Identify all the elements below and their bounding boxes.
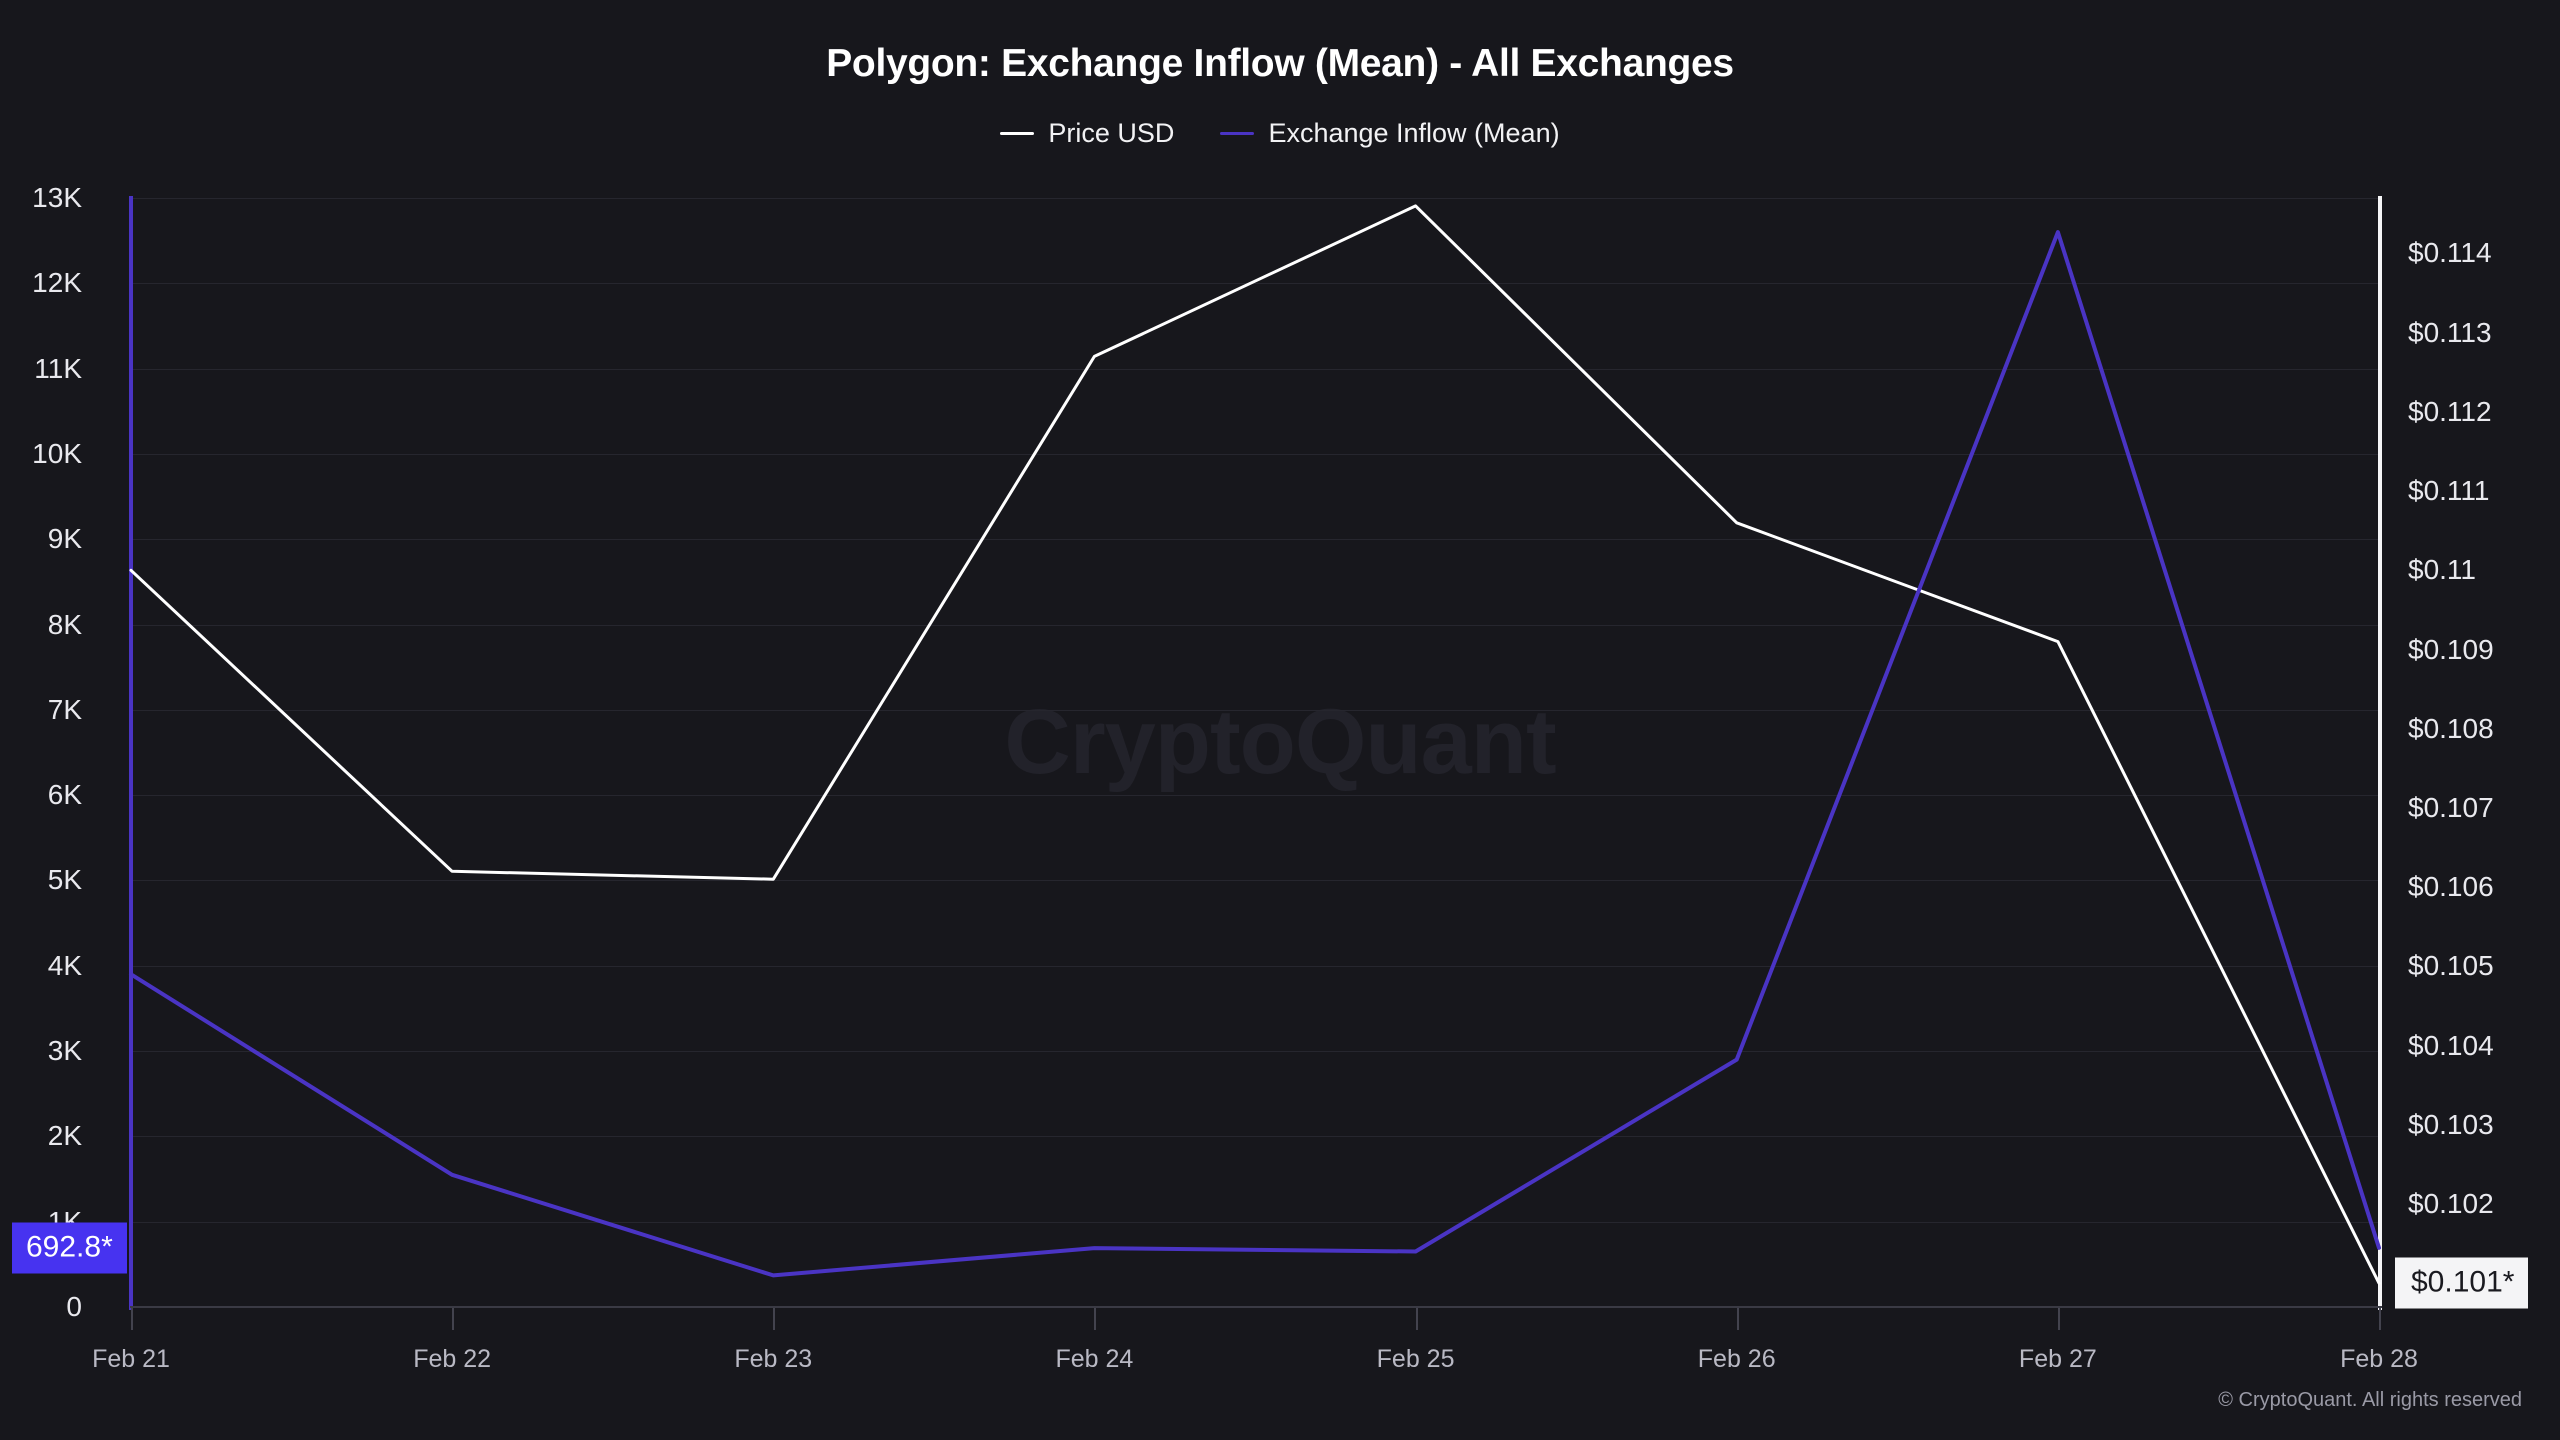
x-axis-tick-mark xyxy=(452,1308,455,1330)
left-axis-tick: 3K xyxy=(47,1035,82,1067)
x-axis-tick: Feb 26 xyxy=(1697,1345,1776,1373)
legend-swatch-exchange-inflow xyxy=(1220,132,1255,135)
right-axis-tick: $0.104 xyxy=(2408,1029,2494,1061)
right-axis-tick: $0.109 xyxy=(2408,633,2494,665)
left-axis-tick: 2K xyxy=(47,1120,82,1152)
right-axis-tick: $0.108 xyxy=(2408,712,2494,744)
x-axis-tick-mark xyxy=(773,1308,776,1330)
right-axis-tick: $0.103 xyxy=(2408,1108,2494,1140)
left-axis-value-badge: 692.8* xyxy=(12,1222,127,1274)
x-axis-tick: Feb 27 xyxy=(2018,1345,2097,1373)
gridline xyxy=(131,1051,2379,1053)
left-axis-tick: 10K xyxy=(32,437,82,469)
x-axis-tick: Feb 25 xyxy=(1376,1345,1455,1373)
x-axis-tick-mark xyxy=(1736,1308,1739,1330)
chart-legend: Price USD Exchange Inflow (Mean) xyxy=(0,118,2560,149)
legend-item-exchange-inflow[interactable]: Exchange Inflow (Mean) xyxy=(1220,118,1560,149)
right-axis-tick: $0.11 xyxy=(2408,554,2476,586)
gridline xyxy=(131,539,2379,541)
x-axis-tick-mark xyxy=(131,1308,133,1330)
page-title: Polygon: Exchange Inflow (Mean) - All Ex… xyxy=(826,42,1734,85)
x-axis-tick-mark xyxy=(1094,1308,1097,1330)
gridline xyxy=(131,368,2379,370)
x-axis-tick: Feb 23 xyxy=(734,1345,813,1373)
gridline xyxy=(131,453,2379,455)
right-axis-tick: $0.107 xyxy=(2408,791,2494,823)
gridline xyxy=(131,1221,2379,1223)
x-axis-tick: Feb 21 xyxy=(92,1345,170,1373)
gridline xyxy=(131,1136,2379,1138)
right-axis-tick: $0.105 xyxy=(2408,950,2494,982)
right-axis-tick: $0.106 xyxy=(2408,871,2494,903)
legend-label-price-usd: Price USD xyxy=(1048,118,1175,148)
right-axis-value-badge: $0.101* xyxy=(2395,1257,2529,1309)
x-axis-tick: Feb 22 xyxy=(413,1345,492,1373)
x-axis-tick-mark xyxy=(2379,1308,2381,1330)
left-axis-line xyxy=(129,196,133,1310)
right-axis-tick: $0.114 xyxy=(2408,237,2492,269)
gridline xyxy=(131,709,2379,711)
x-axis-tick: Feb 24 xyxy=(1055,1345,1134,1373)
gridline xyxy=(131,965,2379,967)
legend-label-exchange-inflow: Exchange Inflow (Mean) xyxy=(1268,118,1560,148)
x-axis-tick-mark xyxy=(1415,1308,1418,1330)
left-axis-tick: 7K xyxy=(47,693,82,725)
x-axis-tick-mark xyxy=(2057,1308,2060,1330)
right-axis-line xyxy=(2378,196,2382,1310)
left-axis-tick: 6K xyxy=(47,779,82,811)
left-axis-tick: 11K xyxy=(34,352,82,384)
left-axis-tick: 13K xyxy=(32,182,82,213)
left-axis-tick: 12K xyxy=(32,267,82,299)
right-axis-tick: $0.111 xyxy=(2408,475,2490,507)
gridline xyxy=(131,880,2379,882)
legend-swatch-price-usd xyxy=(1000,132,1035,135)
left-axis-tick: 9K xyxy=(47,523,82,555)
left-axis-tick: 0 xyxy=(66,1291,82,1322)
legend-item-price-usd[interactable]: Price USD xyxy=(1000,118,1174,149)
x-axis-tick: Feb 28 xyxy=(2340,1345,2418,1373)
right-axis-tick: $0.102 xyxy=(2408,1188,2494,1220)
watermark: CryptoQuant xyxy=(1004,691,1556,793)
left-axis-tick: 4K xyxy=(47,949,82,981)
gridline xyxy=(131,198,2379,199)
left-axis-tick: 8K xyxy=(47,608,82,640)
left-axis-tick: 5K xyxy=(47,864,82,896)
x-axis-line xyxy=(130,1306,2382,1308)
right-axis-tick: $0.112 xyxy=(2408,395,2492,427)
right-axis-tick: $0.113 xyxy=(2408,316,2492,348)
copyright-notice: © CryptoQuant. All rights reserved xyxy=(2218,1389,2522,1411)
gridline xyxy=(131,283,2379,285)
gridline xyxy=(131,624,2379,626)
gridline xyxy=(131,795,2379,797)
